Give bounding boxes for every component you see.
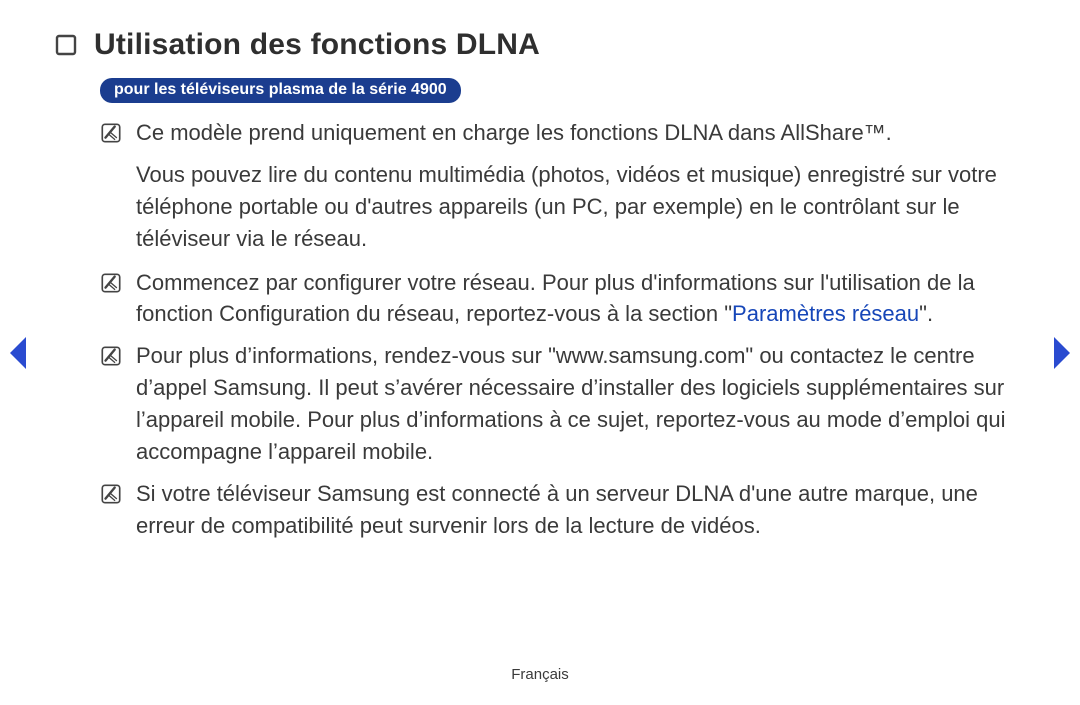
network-settings-link[interactable]: Paramètres réseau — [732, 301, 919, 326]
note-text-part: ". — [919, 301, 933, 326]
note-text: Commencez par configurer votre réseau. P… — [136, 267, 1010, 331]
prev-page-button[interactable] — [6, 335, 32, 371]
note-text: Ce modèle prend uniquement en charge les… — [136, 117, 892, 149]
paragraph: Vous pouvez lire du contenu multimédia (… — [136, 159, 1010, 255]
body-content: Ce modèle prend uniquement en charge les… — [100, 117, 1010, 542]
note-block: Si votre téléviseur Samsung est connecté… — [100, 478, 1010, 542]
note-icon — [100, 345, 122, 367]
heading-row: Utilisation des fonctions DLNA — [54, 28, 1020, 62]
note-icon — [100, 483, 122, 505]
note-block: Commencez par configurer votre réseau. P… — [100, 267, 1010, 331]
note-block: Pour plus d’informations, rendez-vous su… — [100, 340, 1010, 468]
model-badge: pour les téléviseurs plasma de la série … — [100, 78, 461, 103]
note-icon — [100, 122, 122, 144]
note-text: Si votre téléviseur Samsung est connecté… — [136, 478, 1010, 542]
note-text: Pour plus d’informations, rendez-vous su… — [136, 340, 1010, 468]
page-language-label: Français — [0, 666, 1080, 683]
note-block: Ce modèle prend uniquement en charge les… — [100, 117, 1010, 149]
next-page-button[interactable] — [1048, 335, 1074, 371]
note-icon — [100, 272, 122, 294]
manual-page: Utilisation des fonctions DLNA pour les … — [0, 0, 1080, 705]
page-title: Utilisation des fonctions DLNA — [94, 28, 540, 62]
section-bullet-icon — [54, 33, 78, 57]
